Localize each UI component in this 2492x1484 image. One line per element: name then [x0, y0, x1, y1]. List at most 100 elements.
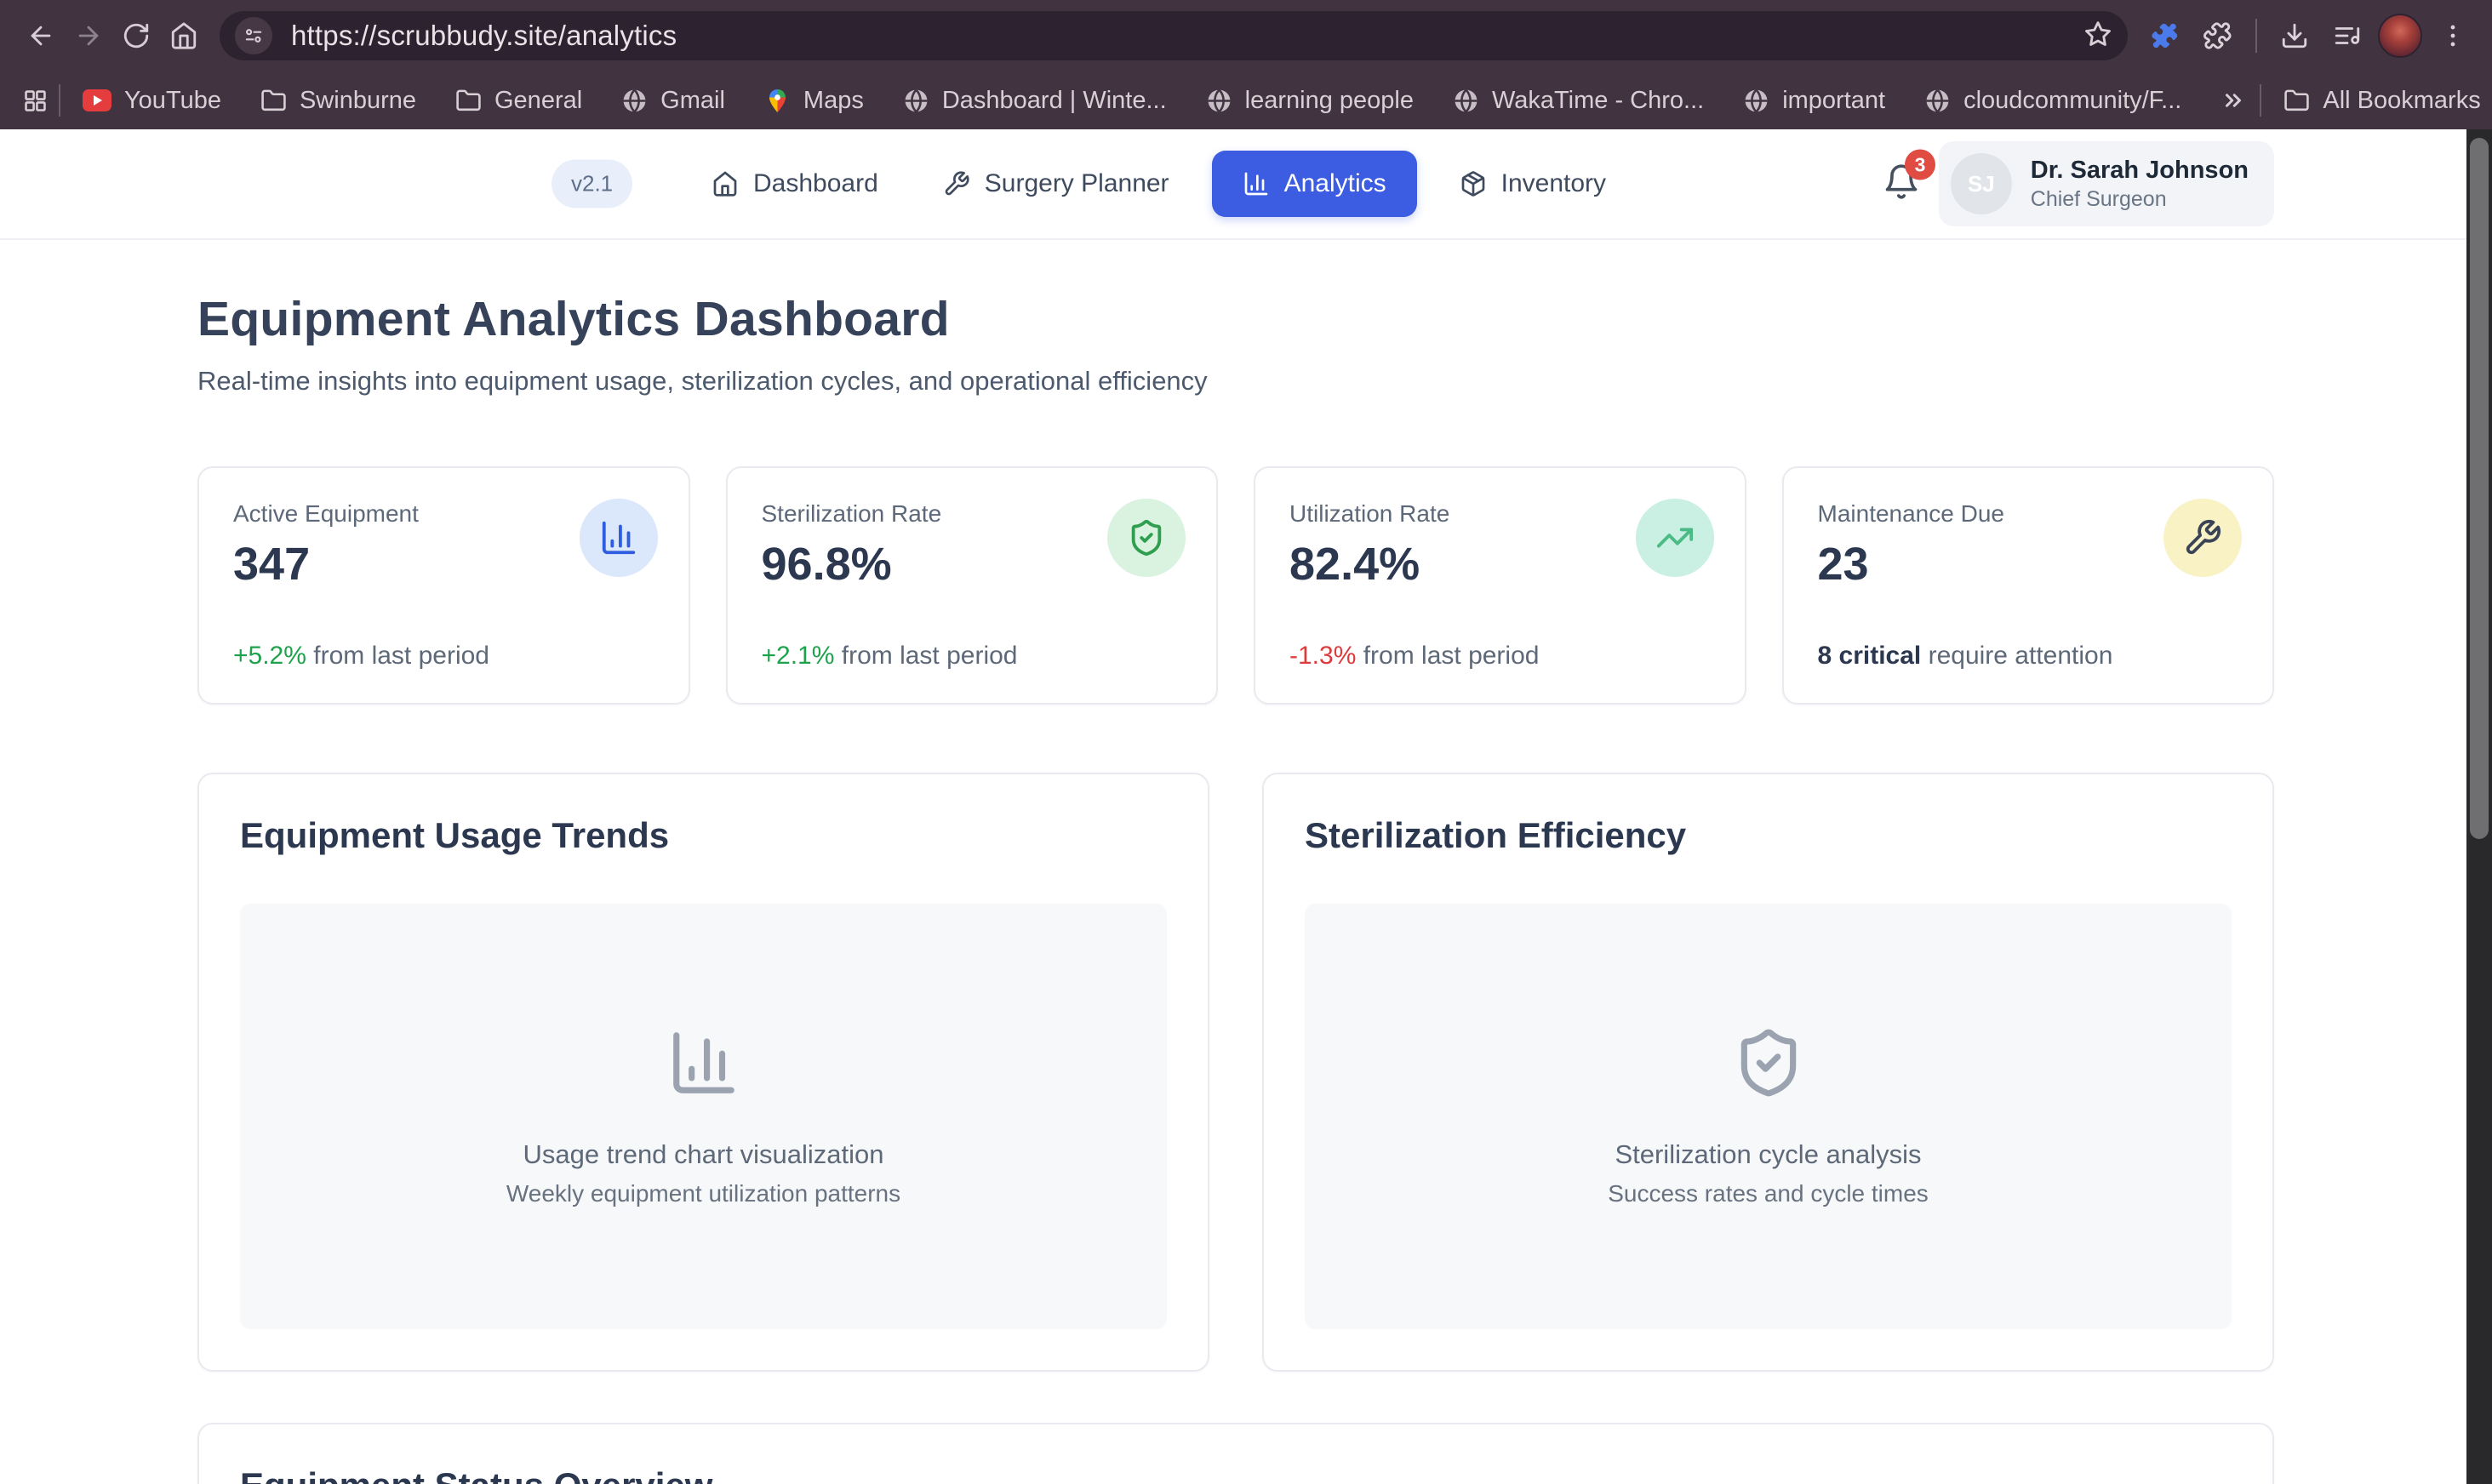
placeholder-title: Usage trend chart visualization: [523, 1139, 884, 1169]
bookmark-cloudcommunity[interactable]: cloudcommunity/F...: [1924, 87, 2181, 115]
chart-placeholder: Usage trend chart visualization Weekly e…: [240, 904, 1167, 1329]
site-controls-button[interactable]: [235, 17, 272, 54]
reload-button[interactable]: [112, 12, 160, 60]
extensions-menu-button[interactable]: [2196, 14, 2240, 58]
scrollbar-thumb[interactable]: [2470, 138, 2489, 839]
stat-icon-circle: [1107, 499, 1186, 577]
chart-title: Equipment Usage Trends: [240, 815, 670, 855]
bookmark-label: YouTube: [124, 86, 221, 114]
star-icon: [2085, 20, 2111, 46]
stat-card-utilization-rate: Utilization Rate 82.4% -1.3% from last p…: [1254, 466, 1746, 705]
stat-change-value: -1.3%: [1289, 642, 1357, 670]
app-header: v2.1 Dashboard Surgery Planner Analytics…: [0, 129, 2492, 240]
stat-change-suffix: from last period: [1356, 642, 1540, 670]
apps-button[interactable]: [22, 88, 49, 114]
user-profile[interactable]: SJ Dr. Sarah Johnson Chief Surgeon: [1938, 141, 2274, 226]
bookmark-label: Swinburne: [299, 86, 416, 114]
globe-icon: [1926, 88, 1949, 113]
nav-label: Surgery Planner: [984, 169, 1169, 197]
globe-icon: [623, 88, 646, 113]
version-badge: v2.1: [552, 159, 633, 208]
stats-row: Active Equipment 347 +5.2% from last per…: [197, 466, 2274, 705]
toolbar-separator: [2255, 19, 2257, 53]
chart-card-sterilization-efficiency: Sterilization Efficiency Sterilization c…: [1262, 773, 2274, 1372]
all-bookmarks-button[interactable]: All Bookmarks: [2283, 86, 2481, 115]
downloads-button[interactable]: [2272, 14, 2317, 58]
globe-icon: [1745, 88, 1768, 113]
bookmarks-separator: [2260, 84, 2262, 117]
bookmark-wakatime[interactable]: WakaTime - Chro...: [1453, 87, 1704, 115]
chart-placeholder: Sterilization cycle analysis Success rat…: [1305, 904, 2232, 1329]
nav-inventory[interactable]: Inventory: [1437, 152, 1628, 215]
home-icon: [713, 171, 737, 197]
bookmark-label: WakaTime - Chro...: [1491, 86, 1705, 114]
stat-card-active-equipment: Active Equipment 347 +5.2% from last per…: [197, 466, 690, 705]
home-button[interactable]: [160, 12, 208, 60]
notifications-button[interactable]: 3: [1883, 149, 1935, 205]
download-icon: [2282, 23, 2307, 49]
chart-title: Sterilization Efficiency: [1305, 815, 1687, 855]
trending-up-icon: [1656, 528, 1693, 548]
url-text[interactable]: https://scrubbudy.site/analytics: [291, 20, 677, 51]
nav-dashboard[interactable]: Dashboard: [689, 152, 900, 215]
bookmark-swinburne[interactable]: Swinburne: [260, 87, 416, 115]
pinned-extension-button[interactable]: [2143, 14, 2187, 58]
media-playlist-icon: [2335, 27, 2360, 44]
bookmark-gmail[interactable]: Gmail: [621, 87, 725, 115]
stat-label: Utilization Rate: [1289, 500, 1450, 527]
chevrons-right-icon: [2226, 94, 2242, 107]
notification-count-badge: 3: [1905, 149, 1935, 180]
bookmark-learning-people[interactable]: learning people: [1206, 87, 1414, 115]
bookmark-youtube[interactable]: YouTube: [83, 87, 221, 115]
bottom-section-title: Equipment Status Overview: [240, 1465, 2232, 1484]
stat-label: Sterilization Rate: [761, 500, 942, 527]
media-controls-button[interactable]: [2325, 14, 2369, 58]
stat-label: Maintenance Due: [1817, 500, 2004, 527]
user-avatar: SJ: [1950, 153, 2012, 214]
nav-label: Inventory: [1500, 169, 1607, 197]
chart-card-usage-trends: Equipment Usage Trends Usage trend chart…: [197, 773, 1209, 1372]
nav-analytics[interactable]: Analytics: [1211, 151, 1417, 217]
all-bookmarks-label: All Bookmarks: [2323, 86, 2481, 114]
stat-change: +2.1% from last period: [762, 642, 1018, 671]
browser-profile-avatar[interactable]: [2378, 14, 2422, 58]
wrench-icon: [945, 171, 969, 196]
nav-label: Dashboard: [753, 169, 878, 197]
page-scrollbar[interactable]: [2466, 129, 2492, 1484]
bar-chart-icon: [1244, 172, 1267, 196]
stat-change-value: +2.1%: [761, 642, 835, 670]
bookmark-important[interactable]: important: [1743, 87, 1885, 115]
address-bar[interactable]: https://scrubbudy.site/analytics: [220, 11, 2128, 60]
globe-icon: [1455, 88, 1477, 113]
bar-chart-icon: [602, 521, 635, 555]
toolbar-right-cluster: [2143, 14, 2475, 58]
browser-toolbar: https://scrubbudy.site/analytics: [0, 0, 2492, 71]
stat-card-maintenance-due: Maintenance Due 23 8 critical require at…: [1781, 466, 2274, 705]
youtube-icon: [83, 89, 111, 111]
nav-label: Analytics: [1283, 169, 1386, 197]
bookmark-maps[interactable]: Maps: [764, 87, 864, 115]
stat-value: 347: [233, 539, 311, 590]
more-vertical-icon: [2450, 25, 2455, 47]
puzzle-extension-icon: [2152, 23, 2178, 49]
site-controls-icon: [245, 29, 262, 43]
bell-icon: [1885, 164, 1918, 199]
bookmark-dashboard-winte[interactable]: Dashboard | Winte...: [903, 87, 1167, 115]
browser-menu-button[interactable]: [2431, 14, 2475, 58]
main-content: Equipment Analytics Dashboard Real-time …: [197, 240, 2274, 1484]
user-name: Dr. Sarah Johnson: [2030, 157, 2249, 185]
forward-arrow-icon: [78, 26, 99, 46]
bookmark-general[interactable]: General: [455, 87, 582, 115]
back-button[interactable]: [17, 12, 65, 60]
stat-value: 96.8%: [761, 539, 892, 590]
bookmark-label: General: [494, 86, 583, 114]
bookmarks-overflow-button[interactable]: [2221, 88, 2246, 113]
nav-surgery-planner[interactable]: Surgery Planner: [921, 152, 1192, 215]
reload-icon: [123, 23, 149, 49]
bookmark-label: important: [1782, 86, 1886, 114]
bookmark-star-button[interactable]: [2083, 20, 2112, 53]
forward-button[interactable]: [65, 12, 112, 60]
stat-icon-circle: [2163, 499, 2242, 577]
extensions-icon: [2203, 22, 2232, 49]
shield-check-placeholder-icon: [1732, 1026, 1805, 1104]
